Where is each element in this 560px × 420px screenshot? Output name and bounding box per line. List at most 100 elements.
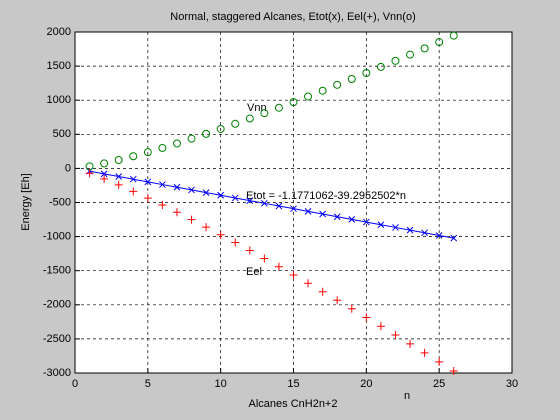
data-point: [347, 304, 356, 313]
y-tick-label: 1000: [47, 94, 71, 106]
data-point: [449, 366, 458, 375]
annotation: Vnn: [247, 102, 267, 114]
data-point: [406, 339, 415, 348]
x-tick-label: 10: [215, 378, 227, 390]
data-point: [362, 218, 370, 226]
data-point: [216, 124, 225, 133]
data-point: [231, 119, 240, 128]
data-point: [406, 226, 414, 234]
data-point: [158, 143, 167, 152]
data-point: [115, 173, 123, 180]
y-tick-label: 500: [53, 128, 71, 140]
data-point: [158, 201, 167, 210]
data-point: [216, 230, 225, 239]
data-point: [435, 357, 444, 366]
data-point: [261, 199, 268, 207]
data-point: [274, 262, 283, 271]
data-point: [187, 215, 196, 224]
data-point: [85, 169, 94, 178]
data-point: [304, 279, 313, 288]
annotation: n: [404, 390, 410, 402]
data-point: [274, 103, 283, 112]
data-point: [376, 62, 385, 71]
x-tick-label: 25: [433, 378, 445, 390]
data-point: [318, 287, 327, 296]
data-point: [129, 187, 138, 196]
annotation: Eel: [246, 266, 262, 278]
chart-title: Normal, staggered Alcanes, Etot(x), Eel(…: [170, 11, 415, 23]
data-point: [100, 159, 109, 168]
data-point: [129, 152, 138, 161]
data-point: [231, 194, 239, 202]
data-point: [435, 38, 444, 47]
y-tick-label: 1500: [47, 60, 71, 72]
annotation: Etot = -1.1771062-39.2952502*n: [246, 190, 406, 202]
data-point: [333, 296, 342, 305]
data-point: [188, 186, 195, 194]
data-point: [275, 202, 283, 210]
data-point: [391, 330, 400, 339]
y-tick-label: -3000: [43, 367, 71, 379]
data-point: [260, 109, 269, 118]
data-point: [421, 229, 428, 237]
data-point: [202, 223, 211, 232]
data-point: [377, 221, 385, 229]
x-axis-label: Alcanes CnH2n+2: [249, 398, 338, 410]
data-point: [304, 92, 313, 101]
data-point: [289, 98, 298, 107]
data-point: [449, 31, 458, 40]
data-point: [391, 56, 400, 65]
y-axis-label: Energy [Eh]: [20, 173, 32, 230]
data-point: [304, 208, 312, 215]
data-point: [333, 80, 342, 89]
data-point: [100, 174, 109, 183]
data-point: [362, 68, 371, 77]
y-tick-label: -2000: [43, 299, 71, 311]
data-point: [187, 134, 196, 143]
data-point: [347, 74, 356, 83]
data-point: [159, 181, 166, 188]
data-point: [260, 254, 269, 263]
data-point: [202, 189, 210, 196]
data-point: [362, 313, 371, 322]
data-point: [172, 139, 181, 148]
x-tick-label: 15: [287, 378, 299, 390]
y-tick-label: -2500: [43, 333, 71, 345]
data-point: [245, 114, 254, 123]
x-tick-label: 30: [506, 378, 518, 390]
data-point: [172, 208, 181, 217]
data-point: [450, 234, 458, 242]
data-point: [231, 238, 240, 247]
data-point: [348, 216, 356, 223]
data-point: [246, 197, 254, 204]
data-point: [319, 210, 326, 218]
x-tick-label: 5: [145, 378, 151, 390]
data-point: [420, 348, 429, 357]
x-tick-label: 0: [72, 378, 78, 390]
data-point: [217, 191, 225, 199]
y-tick-label: -500: [49, 196, 71, 208]
data-point: [406, 50, 415, 59]
data-point: [173, 183, 181, 191]
data-point: [376, 322, 385, 331]
data-point: [202, 129, 211, 138]
data-point: [129, 175, 137, 183]
data-point: [290, 205, 297, 213]
y-tick-label: 2000: [47, 26, 71, 38]
data-point: [143, 194, 152, 203]
data-point: [333, 213, 341, 221]
data-point: [289, 270, 298, 279]
data-point: [144, 178, 152, 186]
data-point: [143, 148, 152, 157]
y-tick-label: 0: [65, 162, 71, 174]
data-point: [392, 224, 399, 231]
data-point: [114, 180, 123, 189]
data-point: [435, 232, 443, 239]
series-line: [89, 170, 454, 239]
y-tick-label: -1000: [43, 231, 71, 243]
data-point: [245, 246, 254, 255]
data-point: [100, 170, 108, 178]
x-tick-label: 20: [360, 378, 372, 390]
data-point: [114, 156, 123, 165]
